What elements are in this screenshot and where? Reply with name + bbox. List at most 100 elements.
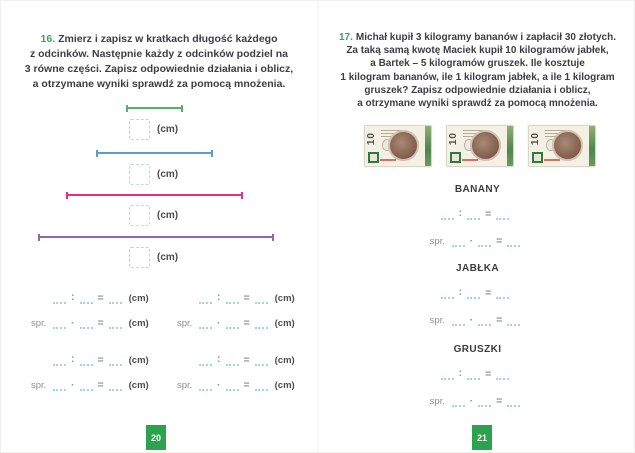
answer-blank[interactable] (254, 295, 268, 304)
divide-operator: : (71, 353, 75, 365)
segment-green (126, 104, 183, 112)
multiply-operator: · (469, 395, 474, 407)
divide-operator: : (458, 207, 463, 219)
task-16-instruction: 16. Zmierz i zapisz w kratkach długość ka… (17, 32, 301, 92)
answer-blank[interactable] (496, 290, 510, 299)
answer-blank[interactable] (467, 211, 481, 220)
division-row: : = (319, 368, 634, 380)
cm-label: (cm) (157, 124, 179, 135)
length-box-pink[interactable] (129, 205, 150, 226)
cm-label: (cm) (128, 318, 149, 329)
equals-operator: = (243, 354, 250, 366)
spr-label: spr. (429, 236, 445, 247)
check-row: spr. · = (319, 395, 634, 407)
answer-blank[interactable] (478, 317, 492, 326)
answer-blank[interactable] (225, 382, 239, 391)
length-box-purple[interactable] (129, 247, 150, 268)
banknote-10zl: 10 (364, 125, 432, 167)
check-row: spr. · = (cm) (177, 379, 295, 391)
multiply-operator: · (217, 379, 221, 391)
banknote-10zl: 10 (528, 125, 596, 167)
equals-operator: = (496, 314, 503, 326)
banknote-serial (544, 159, 560, 161)
cm-label: (cm) (128, 355, 149, 366)
equals-operator: = (97, 354, 104, 366)
portrait-icon (388, 130, 419, 161)
answer-blank[interactable] (108, 320, 122, 329)
segment-purple (38, 233, 274, 241)
answer-blank[interactable] (254, 320, 268, 329)
instruction-line: a otrzymane wyniki sprawdź za pomocą mno… (32, 78, 286, 90)
answer-blank[interactable] (108, 382, 122, 391)
banknote-value: 10 (530, 132, 541, 146)
length-box-blue[interactable] (129, 164, 150, 185)
answer-blank[interactable] (440, 290, 454, 299)
answer-blank[interactable] (496, 211, 510, 220)
answer-blank[interactable] (79, 295, 93, 304)
answer-blank[interactable] (199, 295, 212, 304)
answer-blank[interactable] (254, 357, 268, 366)
answer-blank[interactable] (225, 295, 239, 304)
answer-blank[interactable] (507, 398, 521, 407)
instruction-line: 3 równe części. Zapisz odpowiednie dział… (24, 63, 294, 75)
equals-operator: = (97, 317, 104, 329)
cm-label: (cm) (274, 318, 295, 329)
cm-label: (cm) (128, 380, 149, 391)
answer-blank[interactable] (199, 382, 212, 391)
section-title-gruszki: GRUSZKI (453, 344, 502, 355)
divide-operator: : (71, 291, 75, 303)
equals-operator: = (243, 317, 250, 329)
equation-block-4: : = (cm) spr. · = (cm) (177, 354, 295, 404)
spr-label: spr. (429, 315, 445, 326)
answer-blank[interactable] (507, 317, 521, 326)
division-row: : = (cm) (199, 292, 295, 304)
answer-blank[interactable] (451, 317, 465, 326)
equation-block-3: : = (cm) spr. · = (cm) (31, 354, 149, 404)
instruction-line: z odcinków. Następnie każdy z odcinków p… (29, 48, 289, 60)
answer-blank[interactable] (108, 295, 122, 304)
portrait-icon (470, 130, 501, 161)
answer-blank[interactable] (507, 238, 521, 247)
page-right: 17. Michał kupił 3 kilogramy bananów i za… (319, 1, 634, 452)
spr-label: spr. (31, 318, 47, 329)
answer-blank[interactable] (79, 382, 93, 391)
answer-blank[interactable] (440, 211, 454, 220)
answer-blank[interactable] (451, 238, 465, 247)
answer-blank[interactable] (53, 357, 66, 366)
answer-blank[interactable] (53, 295, 66, 304)
equals-operator: = (496, 235, 503, 247)
page-number-20: 20 (146, 425, 166, 450)
answer-blank[interactable] (225, 320, 239, 329)
answer-blank[interactable] (53, 382, 66, 391)
banknote-corner-square (532, 152, 543, 163)
answer-blank[interactable] (451, 398, 465, 407)
answer-blank[interactable] (199, 357, 212, 366)
answer-blank[interactable] (496, 371, 510, 380)
answer-blank[interactable] (478, 398, 492, 407)
answer-blank[interactable] (225, 357, 239, 366)
equation-block-2: : = (cm) spr. · = (cm) (177, 292, 295, 342)
answer-blank[interactable] (108, 357, 122, 366)
answer-blank[interactable] (467, 290, 481, 299)
length-box-green[interactable] (129, 119, 150, 140)
banknote-green-strip (425, 126, 431, 166)
banknote-value: 10 (366, 132, 377, 146)
cm-label: (cm) (274, 380, 295, 391)
answer-blank[interactable] (53, 320, 66, 329)
answer-blank[interactable] (478, 238, 492, 247)
check-row: spr. · = (cm) (31, 379, 149, 391)
answer-blank[interactable] (467, 371, 481, 380)
answer-blank[interactable] (79, 320, 93, 329)
segment-pink (66, 191, 243, 199)
banknote-value: 10 (448, 132, 459, 146)
answer-blank[interactable] (440, 371, 454, 380)
answer-blank[interactable] (79, 357, 93, 366)
instruction-line: a Bartek – 5 kilogramów gruszek. Ile kos… (370, 58, 585, 70)
task-16-number: 16. (40, 33, 56, 45)
banknote-10zl: 10 (446, 125, 514, 167)
answer-blank[interactable] (254, 382, 268, 391)
equals-operator: = (243, 292, 250, 304)
division-row: : = (cm) (199, 354, 295, 366)
check-row: spr. · = (cm) (31, 317, 149, 329)
answer-blank[interactable] (199, 320, 212, 329)
